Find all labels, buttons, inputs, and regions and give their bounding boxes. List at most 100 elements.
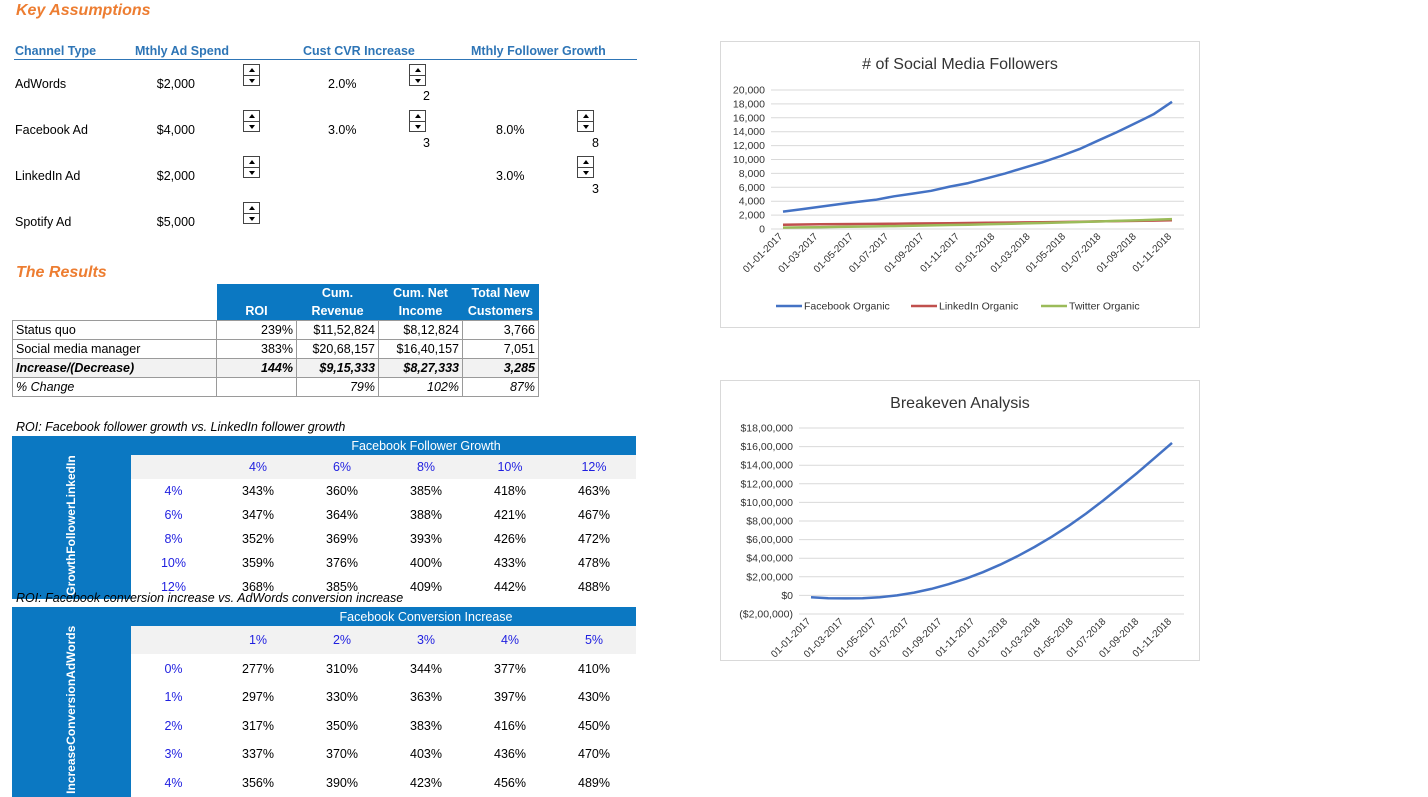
results-header-revenue-1: Cum. — [296, 284, 379, 302]
breakeven-chart[interactable]: Breakeven Analysis $18,00,000 $16,00,000 $1… — [720, 380, 1200, 661]
header-monthly-follower-growth: Mthly Follower Growth — [471, 44, 606, 58]
y-tick-label: 8,000 — [739, 168, 765, 180]
table-cell: 416% — [494, 718, 526, 733]
table-cell: 385% — [410, 483, 442, 498]
spend-spotify-spinner[interactable] — [243, 202, 260, 224]
y-tick-label: $0 — [781, 590, 793, 602]
spend-facebook-spinner[interactable] — [243, 110, 260, 132]
row-label: Status quo — [12, 320, 217, 340]
table-cell: 369% — [326, 531, 358, 546]
row-value-header: 6% — [164, 507, 183, 522]
cvr-adwords-spinner[interactable] — [409, 64, 426, 86]
row-value-header: 12% — [160, 579, 187, 594]
results-row-increase: Increase/(Decrease) 144% $9,15,333 $8,27… — [12, 358, 539, 378]
spend-adwords-spinner[interactable] — [243, 64, 260, 86]
table-cell: 423% — [410, 775, 442, 790]
cvr-facebook-spinner[interactable] — [409, 110, 426, 132]
followers-chart[interactable]: # of Social Media Followers 20,000 18,000 1… — [720, 41, 1200, 328]
cvr-adwords-spin-value: 2 — [423, 89, 430, 103]
results-table: Cum. Cum. Net Total New ROI Revenue Inco… — [12, 284, 539, 397]
table-cell: 393% — [410, 531, 442, 546]
blank-cell — [131, 455, 216, 479]
sens1-title: ROI: Facebook follower growth vs. Linked… — [16, 420, 346, 434]
column-axis-header: Facebook Follower Growth — [216, 436, 636, 455]
series-line — [782, 217, 1173, 229]
y-tick-label: 2,000 — [739, 210, 765, 222]
growth-facebook-spin-value: 8 — [592, 136, 599, 150]
table-cell: 400% — [410, 555, 442, 570]
income-value: $8,27,333 — [378, 358, 463, 378]
roi-value: 383% — [216, 339, 297, 359]
table-cell: 418% — [494, 483, 526, 498]
breakeven-chart-svg: Breakeven Analysis $18,00,000 $16,00,000 $1… — [739, 395, 1184, 660]
y-tick-label: $2,00,000 — [746, 571, 793, 583]
results-title: The Results — [16, 264, 107, 281]
y-tick-label: 10,000 — [733, 154, 765, 166]
x-tick-label: 01-11-2018 — [1131, 231, 1175, 275]
table-cell: 433% — [494, 555, 526, 570]
roi-value: 144% — [216, 358, 297, 378]
customers-value: 87% — [462, 377, 539, 397]
corner-cell — [12, 436, 216, 455]
column-value-header: 2% — [300, 626, 384, 655]
y-tick-label: $12,00,000 — [740, 478, 793, 490]
header-cust-cvr-increase: Cust CVR Increase — [303, 44, 415, 58]
customers-value: 3,766 — [462, 320, 539, 340]
row-axis-header: LinkedIn Follower Growth — [12, 455, 131, 599]
column-value-header: 5% — [552, 626, 636, 655]
table-cell: 390% — [326, 775, 358, 790]
results-row-pct-change: % Change 79% 102% 87% — [12, 377, 539, 397]
channel-adwords: AdWords — [15, 77, 67, 91]
y-tick-label: $4,00,000 — [746, 553, 793, 565]
row-value-header: 0% — [164, 661, 183, 676]
results-header-customers: Customers — [462, 302, 539, 321]
table-cell: 426% — [494, 531, 526, 546]
row-label: Increase/(Decrease) — [12, 358, 217, 378]
table-cell: 370% — [326, 747, 358, 762]
table-row: 6% 347% 364% 388% 421% 467% — [12, 503, 636, 527]
table-cell: 347% — [242, 507, 274, 522]
growth-linkedin-spinner[interactable] — [577, 156, 594, 178]
table-row: 4% 343% 360% 385% 418% 463% — [12, 479, 636, 503]
table-row: 12% 368% 385% 409% 442% 488% — [12, 575, 636, 599]
results-row-status-quo: Status quo 239% $11,52,824 $8,12,824 3,7… — [12, 320, 539, 340]
growth-facebook-spinner[interactable] — [577, 110, 594, 132]
table-cell: 385% — [326, 579, 358, 594]
table-cell: 360% — [326, 483, 358, 498]
y-tick-label: 20,000 — [733, 85, 765, 97]
table-cell: 364% — [326, 507, 358, 522]
series-line — [810, 441, 1173, 600]
results-header-roi: ROI — [216, 302, 297, 321]
channel-linkedin: LinkedIn Ad — [15, 169, 81, 183]
results-row-social-media-manager: Social media manager 383% $20,68,157 $16… — [12, 339, 539, 359]
table-cell: 337% — [242, 747, 274, 762]
table-cell: 463% — [578, 483, 610, 498]
y-tick-label: $6,00,000 — [746, 534, 793, 546]
channel-facebook: Facebook Ad — [15, 123, 88, 137]
row-value-header: 10% — [160, 555, 187, 570]
table-cell: 388% — [410, 507, 442, 522]
spend-facebook: $4,000 — [156, 123, 195, 137]
table-cell: 377% — [494, 661, 526, 676]
growth-facebook: 8.0% — [496, 123, 525, 137]
y-tick-label: $14,00,000 — [740, 460, 793, 472]
row-label: % Change — [12, 377, 217, 397]
table-cell: 310% — [326, 661, 358, 676]
legend-label: Facebook Organic — [804, 301, 890, 313]
row-value-header: 4% — [164, 483, 183, 498]
table-cell: 397% — [494, 690, 526, 705]
revenue-value: $11,52,824 — [296, 320, 379, 340]
key-assumptions-title: Key Assumptions — [16, 2, 151, 19]
header-monthly-ad-spend: Mthly Ad Spend — [135, 44, 229, 58]
table-cell: 488% — [578, 579, 610, 594]
column-value-header: 12% — [552, 455, 636, 479]
table-cell: 421% — [494, 507, 526, 522]
table-cell: 356% — [242, 775, 274, 790]
results-header-customers-1: Total New — [462, 284, 539, 302]
table-cell: 478% — [578, 555, 610, 570]
customers-value: 3,285 — [462, 358, 539, 378]
spend-linkedin-spinner[interactable] — [243, 156, 260, 178]
y-tick-label: $18,00,000 — [740, 423, 793, 435]
income-value: 102% — [378, 377, 463, 397]
